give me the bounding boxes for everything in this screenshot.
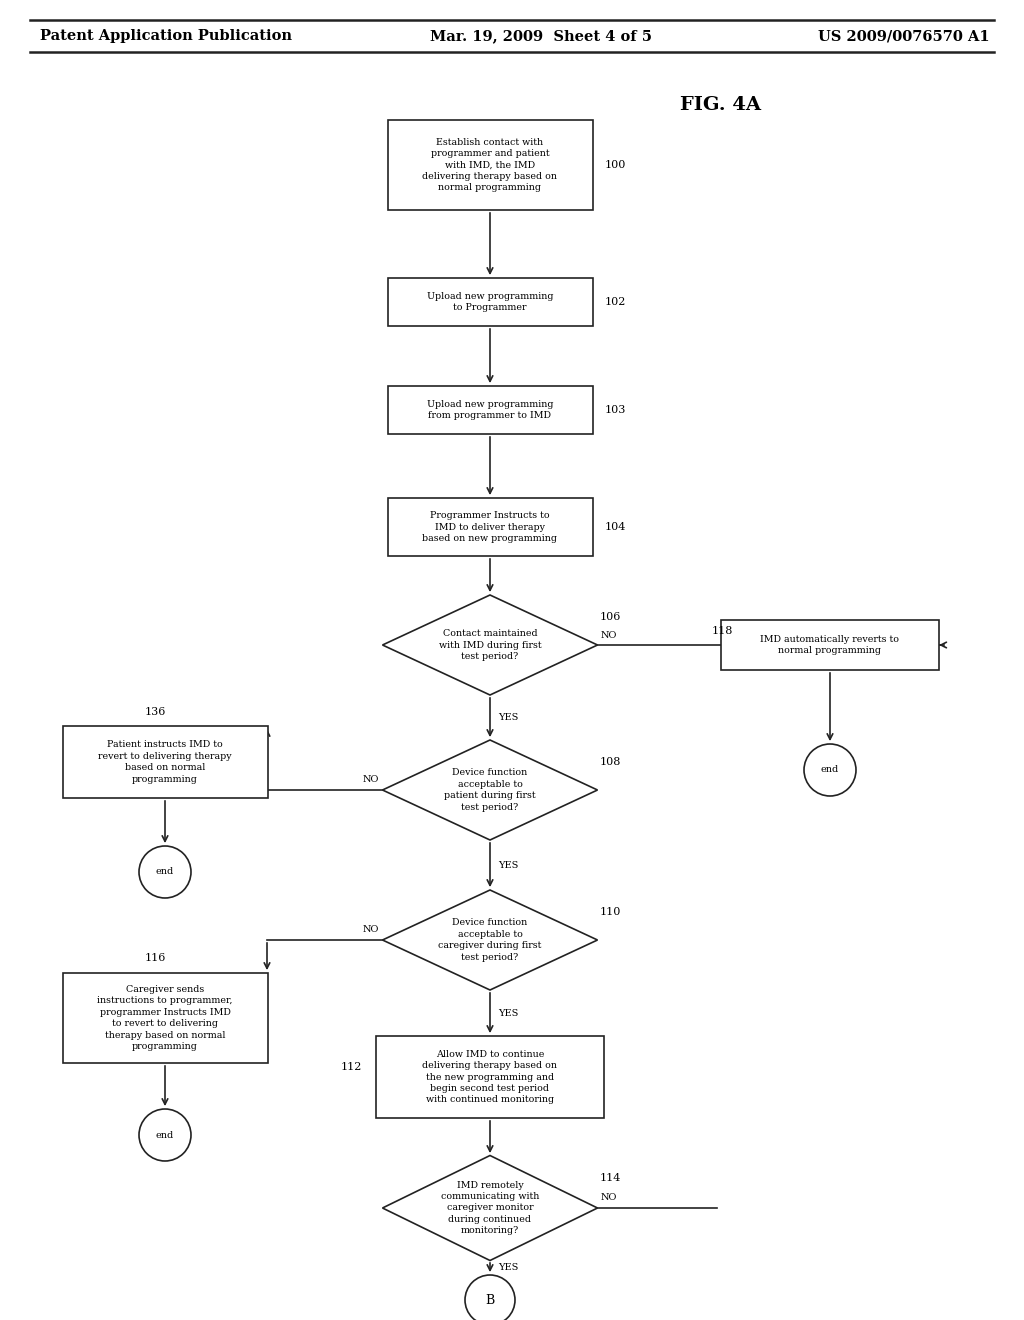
Text: US 2009/0076570 A1: US 2009/0076570 A1 [818,29,990,44]
Text: Mar. 19, 2009  Sheet 4 of 5: Mar. 19, 2009 Sheet 4 of 5 [430,29,652,44]
FancyBboxPatch shape [387,279,593,326]
Text: end: end [156,867,174,876]
FancyBboxPatch shape [62,973,267,1063]
Circle shape [139,846,191,898]
Text: YES: YES [498,714,518,722]
Circle shape [804,744,856,796]
Polygon shape [383,890,597,990]
Text: 136: 136 [144,708,166,717]
Text: 108: 108 [600,756,622,767]
Text: 106: 106 [600,612,622,622]
Text: 114: 114 [600,1173,622,1183]
Circle shape [139,1109,191,1162]
Text: 103: 103 [605,405,627,414]
FancyBboxPatch shape [62,726,267,799]
Text: NO: NO [362,925,379,935]
Text: 104: 104 [605,521,627,532]
Text: Device function
acceptable to
caregiver during first
test period?: Device function acceptable to caregiver … [438,919,542,962]
Text: NO: NO [601,1193,617,1203]
FancyBboxPatch shape [387,120,593,210]
Text: Caregiver sends
instructions to programmer,
programmer Instructs IMD
to revert t: Caregiver sends instructions to programm… [97,985,232,1051]
Text: 118: 118 [712,626,733,636]
Text: end: end [156,1130,174,1139]
Text: Establish contact with
programmer and patient
with IMD, the IMD
delivering thera: Establish contact with programmer and pa… [423,137,557,193]
Text: IMD remotely
communicating with
caregiver monitor
during continued
monitoring?: IMD remotely communicating with caregive… [440,1180,540,1236]
Text: end: end [821,766,839,775]
Text: Upload new programming
to Programmer: Upload new programming to Programmer [427,292,553,313]
Text: 100: 100 [605,160,627,170]
Text: YES: YES [498,1263,518,1272]
Polygon shape [383,595,597,696]
Text: FIG. 4A: FIG. 4A [680,96,761,114]
FancyBboxPatch shape [721,620,939,671]
Text: Programmer Instructs to
IMD to deliver therapy
based on new programming: Programmer Instructs to IMD to deliver t… [423,511,557,543]
FancyBboxPatch shape [376,1036,604,1118]
Text: Contact maintained
with IMD during first
test period?: Contact maintained with IMD during first… [438,630,542,661]
Text: IMD automatically reverts to
normal programming: IMD automatically reverts to normal prog… [761,635,899,655]
Text: 102: 102 [605,297,627,308]
Text: 112: 112 [341,1063,362,1072]
Text: NO: NO [601,631,617,639]
Polygon shape [383,1155,597,1261]
FancyBboxPatch shape [387,385,593,434]
Text: NO: NO [362,776,379,784]
Text: B: B [485,1294,495,1307]
Text: YES: YES [498,861,518,870]
Text: 116: 116 [144,953,166,964]
FancyBboxPatch shape [387,498,593,556]
Text: Patient instructs IMD to
revert to delivering therapy
based on normal
programmin: Patient instructs IMD to revert to deliv… [98,741,231,784]
Circle shape [465,1275,515,1320]
Text: Upload new programming
from programmer to IMD: Upload new programming from programmer t… [427,400,553,420]
Text: 110: 110 [600,907,622,917]
Text: Patent Application Publication: Patent Application Publication [40,29,292,44]
Text: Device function
acceptable to
patient during first
test period?: Device function acceptable to patient du… [444,768,536,812]
Text: YES: YES [498,1008,518,1018]
Text: Allow IMD to continue
delivering therapy based on
the new programming and
begin : Allow IMD to continue delivering therapy… [423,1049,557,1105]
Polygon shape [383,741,597,840]
